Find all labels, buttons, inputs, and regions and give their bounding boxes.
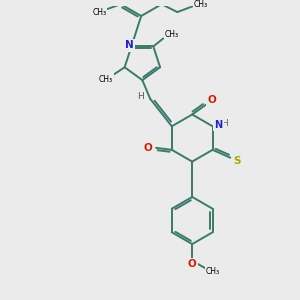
Text: S: S xyxy=(233,156,241,166)
Text: CH₃: CH₃ xyxy=(92,8,106,16)
Text: O: O xyxy=(208,95,216,105)
Text: CH₃: CH₃ xyxy=(165,30,179,39)
Text: H: H xyxy=(221,119,228,128)
Text: O: O xyxy=(188,259,197,269)
Text: CH₃: CH₃ xyxy=(206,267,220,276)
Text: N: N xyxy=(214,120,223,130)
Text: CH₃: CH₃ xyxy=(99,74,113,83)
Text: N: N xyxy=(125,40,134,50)
Text: CH₃: CH₃ xyxy=(194,0,208,9)
Text: H: H xyxy=(137,92,144,101)
Text: O: O xyxy=(144,143,153,153)
